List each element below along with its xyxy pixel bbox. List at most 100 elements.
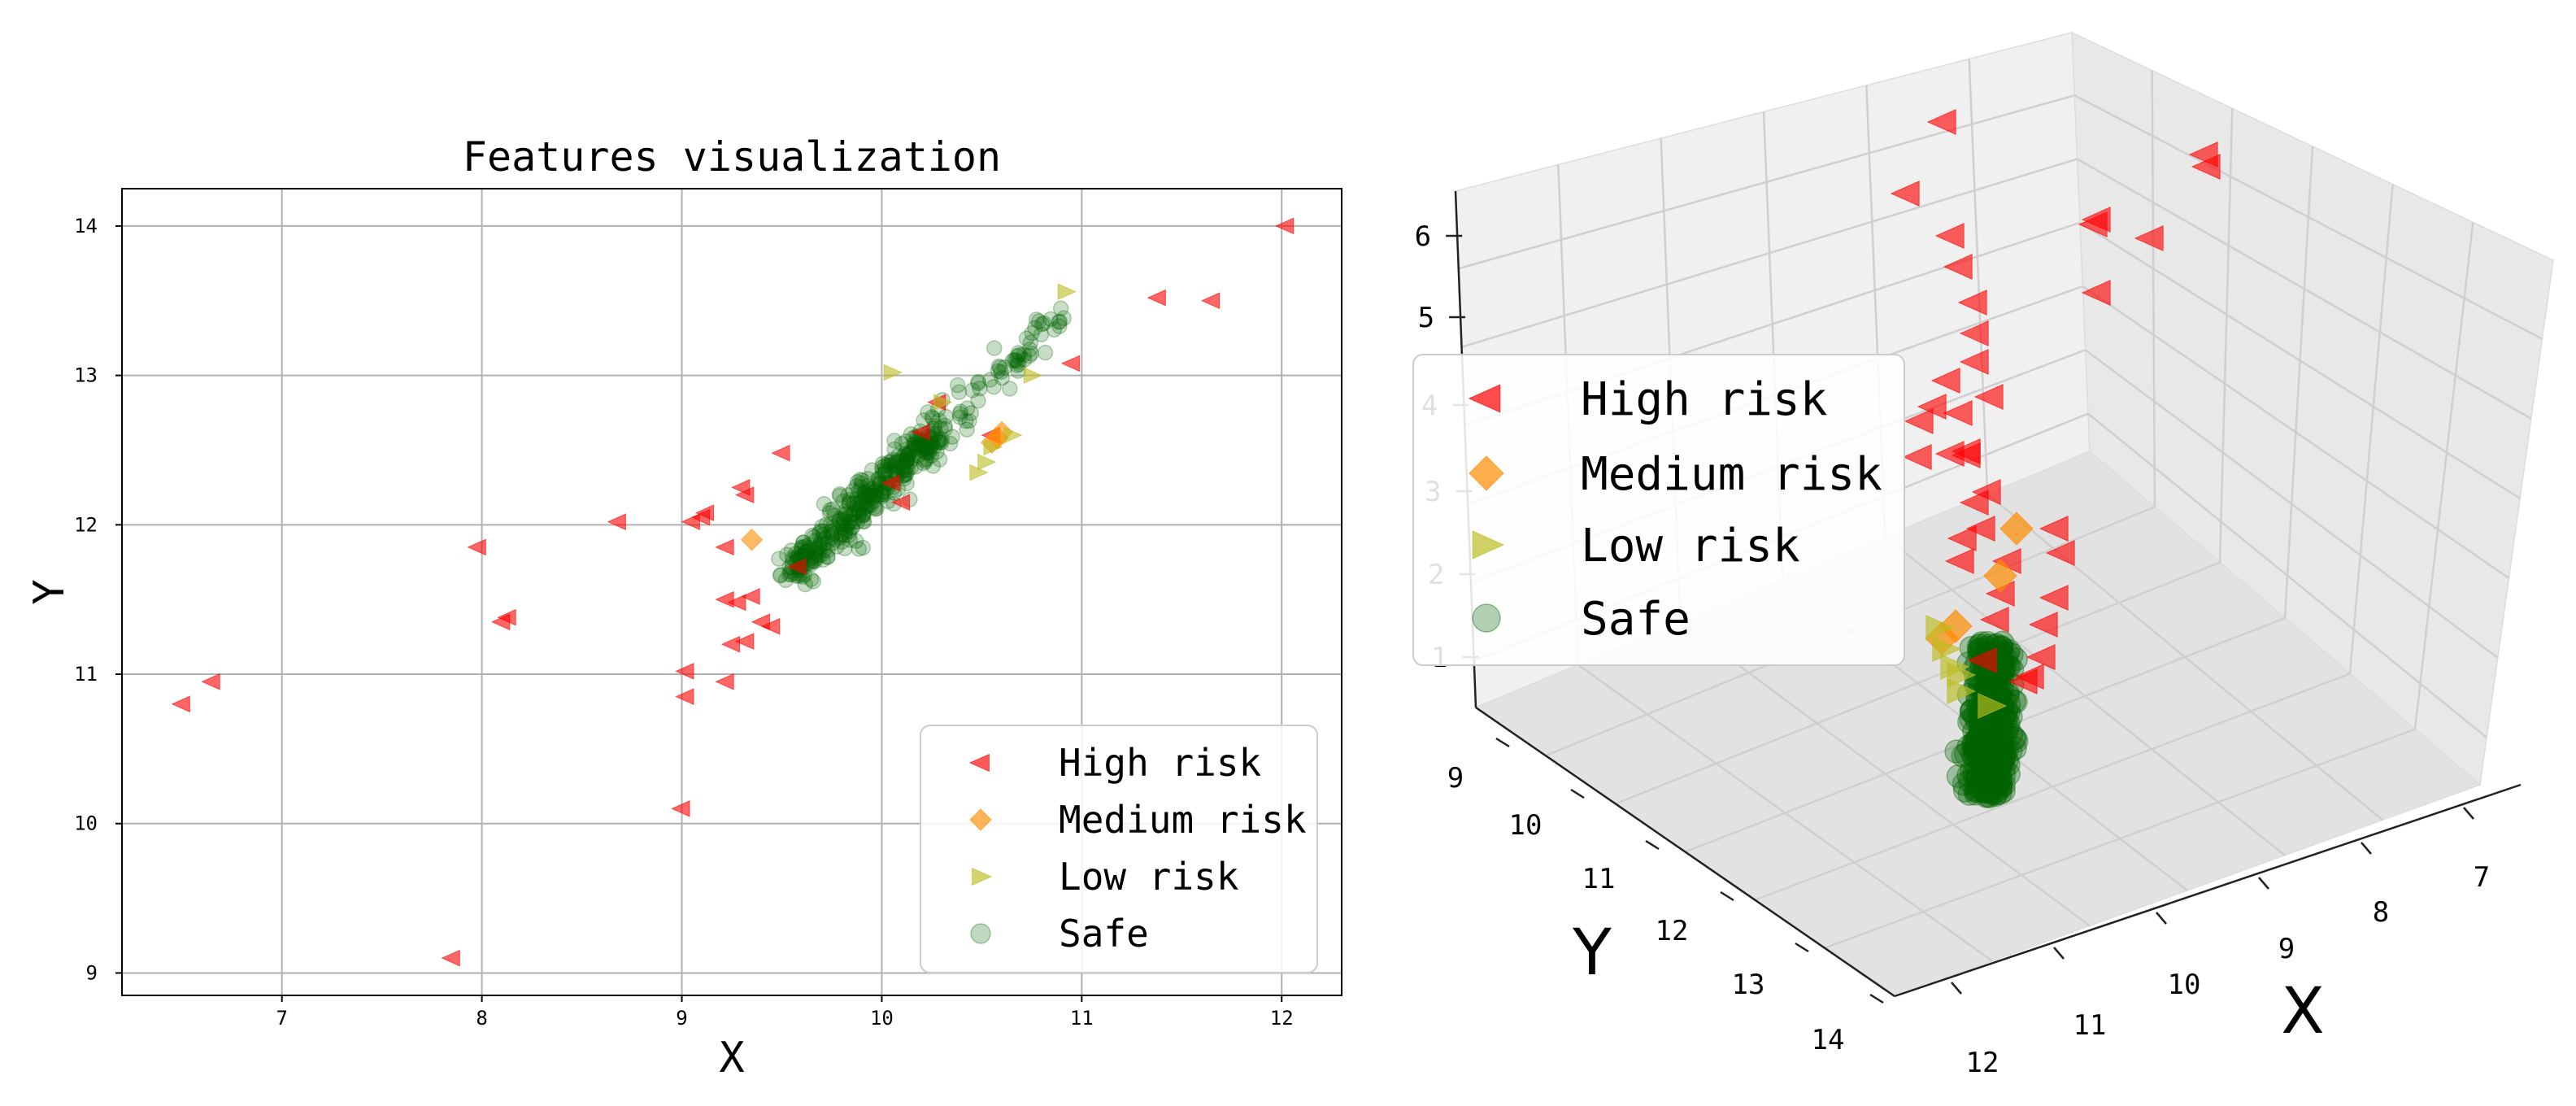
safe-point [840,487,857,503]
safe-point [860,486,877,503]
safe-point-3d [1970,718,1995,743]
high-risk-point [671,800,690,817]
safe-point [874,462,891,479]
safe-point [1027,320,1043,336]
safe-point-3d [1968,742,1992,768]
safe-point [916,451,933,468]
high-risk-point-3d [2045,540,2075,566]
safe-point [952,403,969,420]
safe-point [847,501,864,517]
grid-line-right-h [2082,285,2510,579]
legend3d-label-medium-risk: Medium risk [1581,448,1882,501]
safe-point [918,451,935,468]
safe-point-3d [1963,741,1988,765]
safe-point [842,491,858,508]
high-risk-point-3d [1926,109,1956,135]
safe-point [894,448,912,465]
safe-point-3d [1964,774,1989,799]
safe-point-3d [1968,723,1993,748]
safe-point [990,363,1007,380]
y-tick-label: 9 [1447,762,1464,795]
safe-point [959,421,975,438]
safe-point-3d [1992,741,2017,766]
safe-point-3d [1965,728,1990,752]
safe-point-3d [1965,726,1990,751]
safe-point-3d [1970,736,1995,761]
safe-point [1011,355,1027,372]
safe-point [907,439,924,455]
safe-point-3d [1976,754,2001,778]
safe-point [855,507,872,525]
safe-point [846,513,863,530]
high-risk-point-3d [1902,444,1932,470]
safe-point [798,538,814,555]
safe-point-3d [1983,753,2008,777]
safe-point [963,405,979,421]
safe-point [882,458,899,475]
chart-title: Features visualization [463,133,1001,181]
safe-point [812,542,829,558]
safe-point-3d [1956,763,1981,788]
legend3d-marker-low-risk [1472,530,1505,560]
safe-point [855,505,871,522]
safe-point-3d [1965,779,1989,803]
low-risk-point [883,364,903,381]
grid-2d [122,189,1342,995]
high-risk-point [1060,355,1081,372]
safe-point [819,533,836,551]
safe-point [877,464,894,480]
safe-point [818,516,835,533]
safe-point [901,444,917,461]
safe-point [903,459,920,476]
safe-point [841,527,857,544]
safe-point-3d [1988,776,2012,801]
y-tick-label: 14 [1812,1024,1845,1056]
safe-point [811,538,827,555]
safe-point [887,458,903,475]
safe-point [849,490,866,507]
safe-point-3d [1991,747,2016,772]
safe-point-3d [1944,739,1969,764]
safe-point [970,373,986,390]
safe-point [883,453,900,470]
safe-point [856,499,873,516]
high-risk-point [467,538,486,556]
safe-point-3d [1973,726,1998,751]
safe-point-3d [1999,704,2023,729]
x-tick-mark [1951,982,1962,995]
safe-point-3d [1973,758,1997,782]
safe-point [843,519,860,536]
safe-point [862,481,879,498]
safe-point [873,486,890,503]
safe-point-3d [1990,750,2014,774]
safe-point-3d [1962,736,1987,760]
safe-point [1023,346,1039,362]
safe-point [824,523,840,539]
safe-point-3d [1965,747,1991,772]
safe-point-3d [1995,641,2020,666]
safe-point-3d [1972,777,1996,801]
safe-point-3d [1982,723,2008,747]
safe-point [833,526,850,542]
safe-point [867,485,884,502]
high-risk-point-3d [1943,254,1973,280]
safe-point-3d [1982,674,2007,699]
safe-point [896,467,912,484]
safe-point [1021,341,1038,358]
safe-point [860,498,877,514]
safe-point [794,539,810,555]
safe-point [972,381,988,397]
legend-marker-safe [970,923,991,944]
safe-point [920,404,936,420]
safe-point [1012,346,1028,364]
legend-label-low-risk: Low risk [1059,855,1239,899]
safe-point-3d [1983,782,2008,806]
high-risk-point-3d [2039,585,2069,611]
safe-point [881,454,897,471]
high-risk-point [741,588,760,605]
safe-point [831,487,848,504]
high-risk-point-3d [2191,154,2221,180]
safe-point [932,434,948,451]
low-risk-point [1003,426,1023,444]
safe-point [813,531,830,548]
